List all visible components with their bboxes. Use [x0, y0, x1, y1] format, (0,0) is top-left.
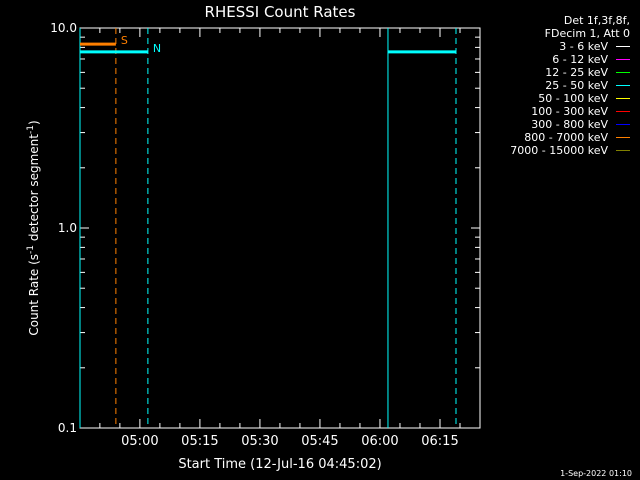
- legend-swatch: [616, 85, 630, 86]
- chart-title: RHESSI Count Rates: [205, 3, 356, 21]
- legend-item-label: 12 - 25 keV: [545, 66, 608, 79]
- x-tick-label: 06:00: [361, 434, 398, 449]
- legend-item-label: 7000 - 15000 keV: [510, 144, 608, 157]
- legend-item: 800 - 7000 keV: [510, 131, 630, 144]
- legend-item-label: 25 - 50 keV: [545, 79, 608, 92]
- legend-swatch: [616, 137, 630, 138]
- legend-header-line-1: Det 1f,3f,8f,: [563, 14, 630, 27]
- legend-swatch: [616, 46, 630, 47]
- legend-item: 25 - 50 keV: [510, 79, 630, 92]
- y-axis-label-part3: ): [27, 120, 41, 125]
- legend-item-label: 800 - 7000 keV: [524, 131, 608, 144]
- legend-item-label: 100 - 300 keV: [531, 105, 608, 118]
- annotations: SN: [121, 34, 161, 55]
- legend-item-label: 3 - 6 keV: [559, 40, 608, 53]
- legend-swatch: [616, 72, 630, 73]
- legend-item: 50 - 100 keV: [510, 92, 630, 105]
- legend-item-label: 6 - 12 keV: [552, 53, 608, 66]
- y-tick-label: 10.0: [50, 21, 77, 35]
- legend-item: 3 - 6 keV: [510, 40, 630, 53]
- annotation-label: S: [121, 34, 128, 47]
- y-axis-label-part2: detector segment: [27, 134, 41, 245]
- y-tick-label: 0.1: [58, 421, 77, 435]
- x-tick-label: 05:00: [121, 434, 158, 449]
- x-tick-label: 05:30: [241, 434, 278, 449]
- legend-item: 12 - 25 keV: [510, 66, 630, 79]
- legend-item: 6 - 12 keV: [510, 53, 630, 66]
- x-tick-label: 06:15: [421, 434, 458, 449]
- legend-swatch: [616, 98, 630, 99]
- legend-swatch: [616, 59, 630, 60]
- x-tick-label: 05:15: [181, 434, 218, 449]
- legend-item-label: 300 - 800 keV: [531, 118, 608, 131]
- legend-item: 100 - 300 keV: [510, 105, 630, 118]
- x-tick-label: 05:45: [301, 434, 338, 449]
- legend-swatch: [616, 111, 630, 112]
- y-axis-label-exp1: -1: [26, 245, 36, 254]
- annotation-label: N: [153, 42, 161, 55]
- x-axis-label: Start Time (12-Jul-16 04:45:02): [178, 457, 381, 472]
- vertical-markers: [79, 28, 457, 428]
- legend: Det 1f,3f,8f, FDecim 1, Att 0 3 - 6 keV …: [510, 14, 630, 157]
- axis-ticks: 0.1 1.0 10.0 05:00 05:15 05:30 05:45 06:00 06:15: [50, 21, 481, 449]
- y-axis-label: Count Rate (s-1 detector segment-1): [26, 120, 41, 335]
- legend-header-line-2: FDecim 1, Att 0: [544, 27, 630, 40]
- y-tick-label: 1.0: [58, 221, 77, 235]
- legend-swatch: [616, 124, 630, 125]
- legend-item: 7000 - 15000 keV: [510, 144, 630, 157]
- y-axis-label-part1: Count Rate (s: [27, 254, 41, 336]
- legend-swatch: [616, 150, 630, 151]
- legend-item-label: 50 - 100 keV: [538, 92, 608, 105]
- y-axis-label-exp2: -1: [26, 125, 36, 134]
- series-group: [80, 42, 456, 54]
- legend-item: 300 - 800 keV: [510, 118, 630, 131]
- generation-timestamp: 1-Sep-2022 01:10: [560, 469, 632, 478]
- plot-frame: [79, 27, 481, 429]
